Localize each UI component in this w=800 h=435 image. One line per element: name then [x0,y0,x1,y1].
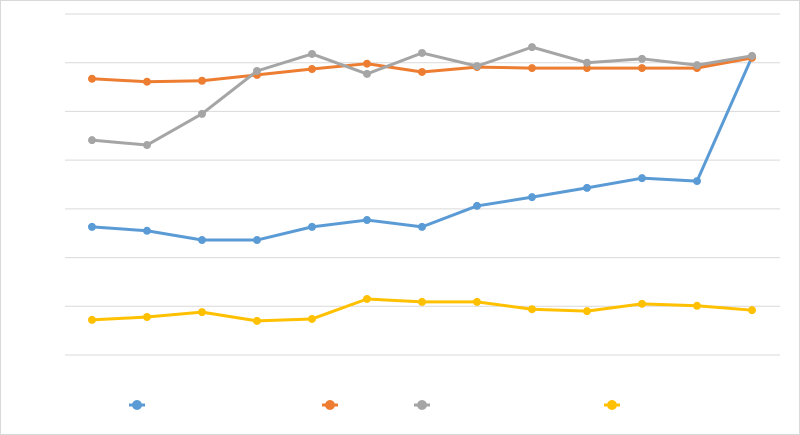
data-point [693,177,701,186]
data-point [88,74,96,83]
data-point [748,51,756,60]
data-point [308,49,316,58]
data-point [693,61,701,70]
data-point [528,305,536,314]
data-point [308,222,316,231]
data-point [583,58,591,67]
data-point [363,216,371,225]
data-point [638,174,646,183]
data-point [528,43,536,52]
data-point [638,54,646,63]
data-point [473,297,481,306]
legend-marker [132,400,142,410]
data-point [363,59,371,68]
data-point [418,48,426,57]
data-point [198,308,206,317]
data-point [198,76,206,85]
data-point [308,314,316,323]
data-point [638,299,646,308]
data-point [748,306,756,315]
data-point [308,65,316,74]
data-point [583,183,591,192]
data-point [693,301,701,310]
data-point [253,236,261,245]
data-point [528,64,536,73]
data-point [143,77,151,86]
data-point [638,64,646,73]
data-point [253,66,261,75]
data-point [88,136,96,145]
data-point [583,307,591,316]
data-point [143,226,151,235]
data-point [473,62,481,71]
data-point [198,109,206,118]
data-point [198,236,206,245]
legend-marker [325,400,335,410]
data-point [253,316,261,325]
data-point [473,201,481,210]
legend-marker [607,400,617,410]
data-point [363,69,371,78]
data-point [143,313,151,322]
data-point [88,222,96,231]
data-point [418,297,426,306]
data-point [88,315,96,324]
data-point [363,294,371,303]
data-point [528,193,536,202]
data-point [418,222,426,231]
data-point [143,141,151,150]
legend-marker [417,400,427,410]
data-point [418,67,426,76]
